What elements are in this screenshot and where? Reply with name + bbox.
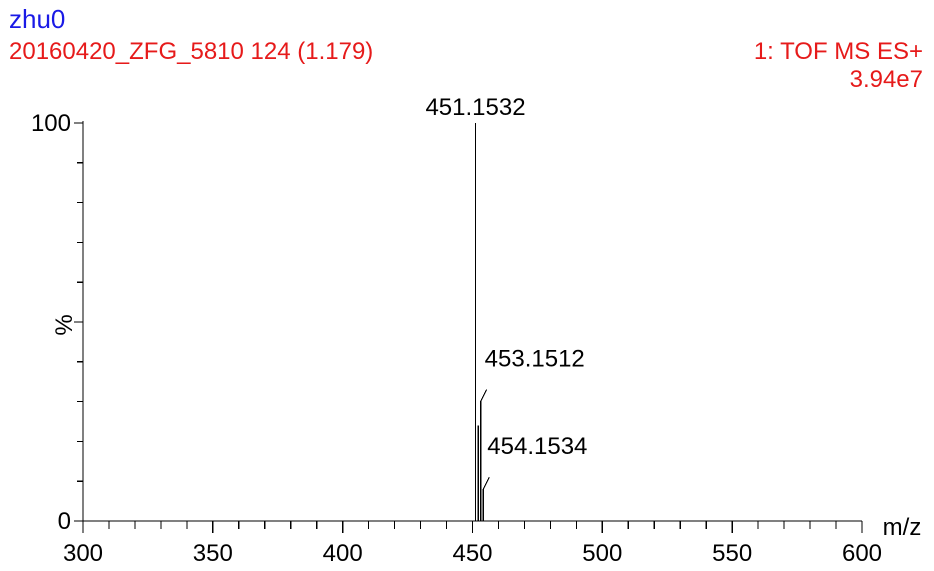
y-tick-label: 0 (58, 508, 71, 535)
peak-label: 451.1532 (425, 94, 525, 121)
x-tick-label: 400 (323, 540, 363, 567)
x-tick-label: 300 (63, 540, 103, 567)
peak-label: 454.1534 (487, 433, 587, 460)
x-tick-label: 600 (842, 540, 882, 567)
peak-label-leader (482, 476, 490, 490)
peak-label: 453.1512 (485, 346, 585, 373)
sample-name: zhu0 (9, 4, 66, 34)
peak-label-leader (480, 389, 488, 402)
x-tick-label: 450 (452, 540, 492, 567)
x-tick-label: 500 (582, 540, 622, 567)
scan-info: 20160420_ZFG_5810 124 (1.179) (9, 38, 374, 65)
function-label: 1: TOF MS ES+ (753, 38, 923, 65)
x-axis-label: m/z (883, 514, 922, 541)
max-intensity: 3.94e7 (849, 66, 923, 93)
x-tick-label: 350 (193, 540, 233, 567)
y-axis-label: % (51, 314, 78, 335)
y-tick-label: 100 (31, 110, 71, 137)
x-tick-label: 550 (712, 540, 752, 567)
